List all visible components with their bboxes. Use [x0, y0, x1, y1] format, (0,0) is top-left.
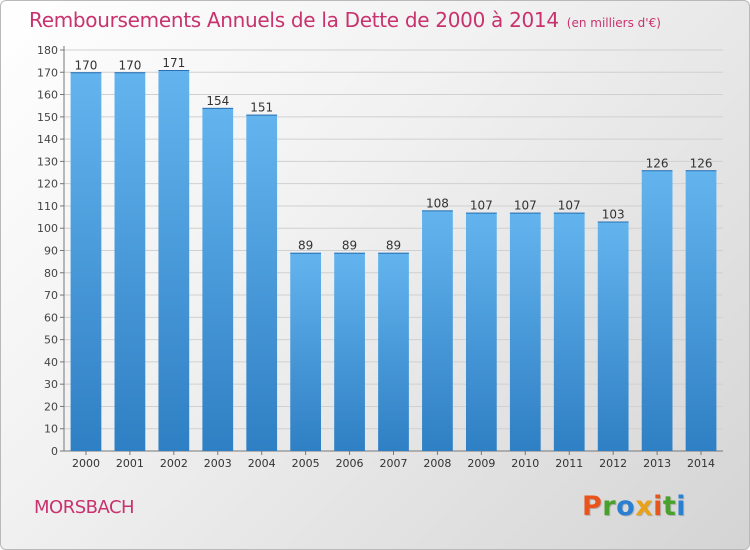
y-tick-label: 40: [44, 356, 58, 369]
data-label: 126: [646, 156, 669, 170]
data-label: 89: [342, 239, 357, 253]
bar: [597, 221, 629, 451]
bar: [246, 114, 278, 451]
data-label: 108: [426, 196, 449, 210]
bar: [202, 107, 234, 451]
x-tick-label: 2001: [116, 457, 144, 470]
bars: [70, 70, 717, 452]
y-tick-label: 100: [37, 222, 58, 235]
y-tick-label: 70: [44, 289, 58, 302]
logo-letter: i: [676, 491, 687, 522]
logo-letter: r: [602, 491, 617, 522]
x-tick-label: 2005: [292, 457, 320, 470]
y-tick-label: 10: [44, 423, 58, 436]
data-label: 89: [298, 239, 313, 253]
bar: [422, 210, 453, 451]
x-tick-label: 2014: [687, 457, 715, 470]
data-label: 103: [602, 208, 625, 222]
x-tick-label: 2006: [336, 457, 364, 470]
commune-name: MORSBACH: [34, 497, 135, 518]
proxiti-logo: Proxiti: [582, 491, 686, 522]
bar: [509, 212, 541, 451]
x-tick-label: 2007: [380, 457, 408, 470]
data-label: 107: [558, 199, 581, 213]
y-tick-label: 170: [37, 66, 58, 79]
y-tick-label: 30: [44, 378, 58, 391]
x-tick-label: 2008: [423, 457, 451, 470]
x-tick-label: 2013: [643, 457, 671, 470]
chart-title-text: Remboursements Annuels de la Dette de 20…: [29, 8, 559, 32]
x-tick-label: 2011: [555, 457, 583, 470]
data-label: 170: [118, 58, 141, 72]
chart-unit: (en milliers d'€): [566, 16, 661, 30]
logo-letter: P: [582, 491, 603, 522]
data-label: 107: [470, 199, 493, 213]
x-tick-label: 2012: [599, 457, 627, 470]
y-tick-label: 180: [37, 44, 58, 57]
y-tick-label: 60: [44, 311, 58, 324]
y-tick-label: 50: [44, 334, 58, 347]
data-label: 154: [206, 94, 229, 108]
bar: [290, 252, 322, 451]
x-tick-label: 2000: [72, 457, 100, 470]
bar: [114, 72, 146, 452]
x-tick-label: 2010: [511, 457, 539, 470]
bar: [685, 170, 717, 452]
bar: [334, 252, 365, 451]
chart-title: Remboursements Annuels de la Dette de 20…: [29, 8, 661, 32]
logo-letter: i: [653, 491, 663, 522]
bar: [158, 70, 190, 452]
y-tick-label: 160: [37, 89, 58, 102]
y-tick-label: 120: [37, 178, 58, 191]
bar: [553, 212, 585, 451]
x-tick-label: 2003: [204, 457, 232, 470]
y-tick-label: 20: [44, 400, 58, 413]
x-tick-label: 2002: [160, 457, 188, 470]
y-tick-label: 110: [37, 200, 58, 213]
x-tick-label: 2004: [248, 457, 276, 470]
logo-letter: t: [662, 491, 677, 522]
bar: [378, 252, 409, 451]
data-label: 170: [75, 58, 98, 72]
labels: 170 2000 170 2001 171 2002 154 2003 151 2004 89 200…: [72, 56, 715, 470]
data-label: 151: [250, 101, 273, 115]
data-label: 126: [690, 156, 713, 170]
logo-letter: x: [635, 491, 654, 522]
data-label: 171: [162, 56, 185, 70]
y-tick-label: 140: [37, 133, 58, 146]
bar: [641, 170, 673, 452]
bar: [465, 212, 497, 451]
data-label: 89: [386, 239, 401, 253]
y-tick-label: 80: [44, 267, 58, 280]
y-tick-label: 0: [51, 445, 58, 458]
bar: [70, 72, 102, 452]
y-tick-label: 130: [37, 155, 58, 168]
y-tick-label: 90: [44, 245, 58, 258]
x-tick-label: 2009: [467, 457, 495, 470]
logo-letter: o: [616, 491, 636, 522]
data-label: 107: [514, 199, 537, 213]
y-tick-label: 150: [37, 111, 58, 124]
